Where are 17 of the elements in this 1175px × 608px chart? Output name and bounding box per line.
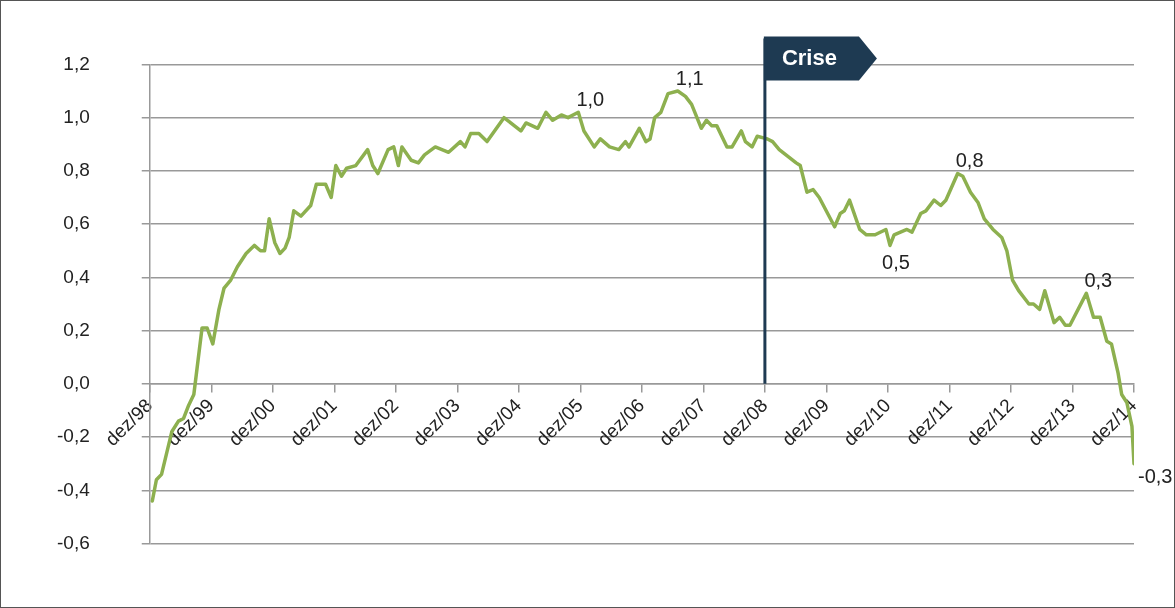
y-tick-label: 1,2 (63, 52, 90, 74)
y-tick-label: 0,2 (63, 318, 90, 340)
data-label: 1,0 (576, 87, 605, 110)
ref-line-label: Crise (781, 45, 837, 71)
data-label: 1,1 (675, 66, 704, 89)
y-tick-label: 0,4 (63, 265, 91, 287)
data-label: 0,3 (1084, 268, 1113, 291)
y-tick-label: 1,0 (63, 105, 90, 127)
y-tick-label: 0,0 (63, 372, 90, 394)
data-label: 0,5 (882, 250, 910, 273)
data-label: 0,8 (955, 149, 984, 172)
y-tick-label: -0,2 (56, 425, 90, 447)
data-label: -0,3 (1138, 465, 1173, 488)
y-tick-label: 0,6 (63, 212, 90, 234)
y-tick-label: 0,8 (63, 159, 90, 181)
y-tick-label: -0,4 (56, 478, 91, 500)
y-tick-label: -0,6 (56, 531, 90, 553)
